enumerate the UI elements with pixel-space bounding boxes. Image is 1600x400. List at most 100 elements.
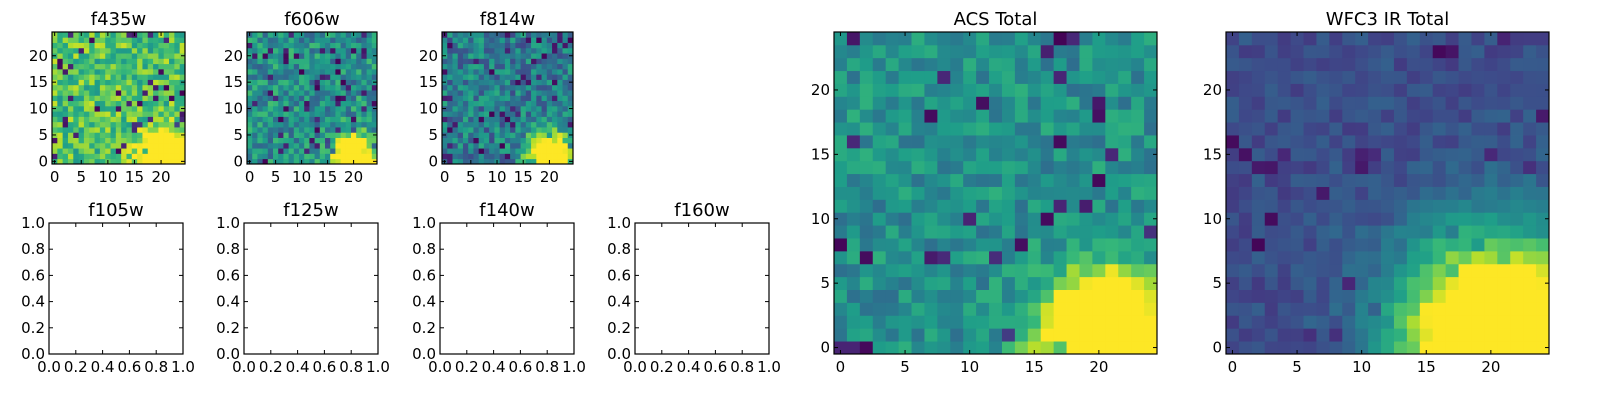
heatmap-cell [105,111,111,117]
heatmap-cell [885,302,899,316]
heatmap-cell [1471,289,1485,303]
heatmap-cell [299,137,305,144]
heatmap-cell [252,63,258,70]
heatmap-cell [1510,250,1524,265]
heatmap-cell [319,153,326,160]
heatmap-cell [898,212,912,226]
heatmap-cell [1355,276,1369,290]
heatmap-cell [515,153,521,160]
heatmap-cell [950,238,964,252]
heatmap-cell [169,74,175,80]
heatmap-cell [531,90,537,96]
y-tick-label: 20 [224,47,243,65]
heatmap-cell [1497,263,1511,278]
heatmap-cell [325,137,331,144]
heatmap-cell [262,37,269,43]
heatmap-cell [126,79,133,86]
heatmap-cell [950,147,964,162]
heatmap-cell [267,53,274,59]
heatmap-cell [489,47,495,54]
heatmap-cell [1277,250,1291,265]
x-tick-label: 0.0 [428,358,452,376]
heatmap-cell [834,315,848,329]
heatmap-cell [267,158,274,165]
heatmap-cell [937,83,951,97]
heatmap-cell [163,47,170,54]
heatmap-cell [121,32,127,38]
heatmap-cell [898,328,912,342]
heatmap-cell [478,158,485,165]
heatmap-cell [351,90,357,96]
heatmap-cell [293,153,300,160]
heatmap-cell [1014,315,1029,329]
heatmap-cell [552,53,558,59]
heatmap-cell [963,315,977,329]
heatmap-cell [499,142,506,149]
heatmap-cell [1419,276,1434,290]
heatmap-cell [452,127,459,133]
heatmap-cell [1316,212,1330,226]
heatmap-cell [262,74,269,80]
heatmap-cell [1066,225,1080,239]
heatmap-cell [552,148,558,154]
heatmap-cell [489,68,495,75]
heatmap-cell [94,37,101,43]
heatmap-cell [1027,44,1042,59]
heatmap-cell [345,142,352,149]
heatmap-cell [356,47,362,54]
heatmap-cell [126,68,133,75]
heatmap-cell [319,148,326,154]
heatmap-cell [898,238,912,252]
heatmap-cell [452,58,459,65]
heatmap-cell [273,127,279,133]
heatmap-cell [546,42,553,49]
heatmap-cell [319,79,326,86]
heatmap-cell [252,84,258,91]
heatmap-cell [1536,212,1550,226]
heatmap-cell [1014,302,1029,316]
heatmap-cell [1027,250,1042,265]
heatmap-cell [1014,147,1029,162]
heatmap-cell [525,37,532,43]
heatmap-cell [153,132,159,138]
heatmap-cell [1406,70,1421,84]
heatmap-cell [1079,186,1093,200]
heatmap-cell [366,95,373,102]
heatmap-cell [536,127,542,133]
heatmap-cell [872,57,887,72]
heatmap-cell [83,90,90,96]
x-tick-label: 0.6 [117,358,141,376]
heatmap-cell [1079,135,1093,149]
heatmap-cell [1014,289,1029,303]
heatmap-cell [525,32,532,38]
heatmap-cell [340,100,347,107]
heatmap-cell [457,53,464,59]
heatmap-cell [83,121,90,128]
heatmap-cell [1419,315,1434,329]
heatmap-cell [1445,109,1459,123]
heatmap-cell [325,37,331,43]
heatmap-cell [247,37,253,43]
heatmap-cell [1368,160,1382,175]
heatmap-cell [1040,70,1055,84]
heatmap-cell [452,95,459,102]
heatmap-cell [1432,44,1447,59]
heatmap-cell [1523,276,1537,290]
heatmap-cell [989,289,1003,303]
heatmap-cell [1381,135,1395,149]
heatmap-cell [158,132,165,138]
heatmap-cell [335,153,341,160]
heatmap-cell [142,111,149,117]
heatmap-cell [105,63,111,70]
heatmap-cell [325,95,331,102]
heatmap-cell [473,84,480,91]
heatmap-cell [898,225,912,239]
heatmap-cell [552,42,558,49]
heatmap-cell [525,63,532,70]
heatmap-cell [989,96,1003,110]
heatmap-cell [309,79,315,86]
heatmap-cell [115,90,122,96]
heatmap-cell [457,158,464,165]
heatmap-cell [468,116,474,123]
heatmap-cell [1144,302,1158,316]
